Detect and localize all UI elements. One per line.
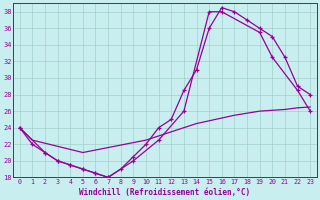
X-axis label: Windchill (Refroidissement éolien,°C): Windchill (Refroidissement éolien,°C) (79, 188, 251, 197)
